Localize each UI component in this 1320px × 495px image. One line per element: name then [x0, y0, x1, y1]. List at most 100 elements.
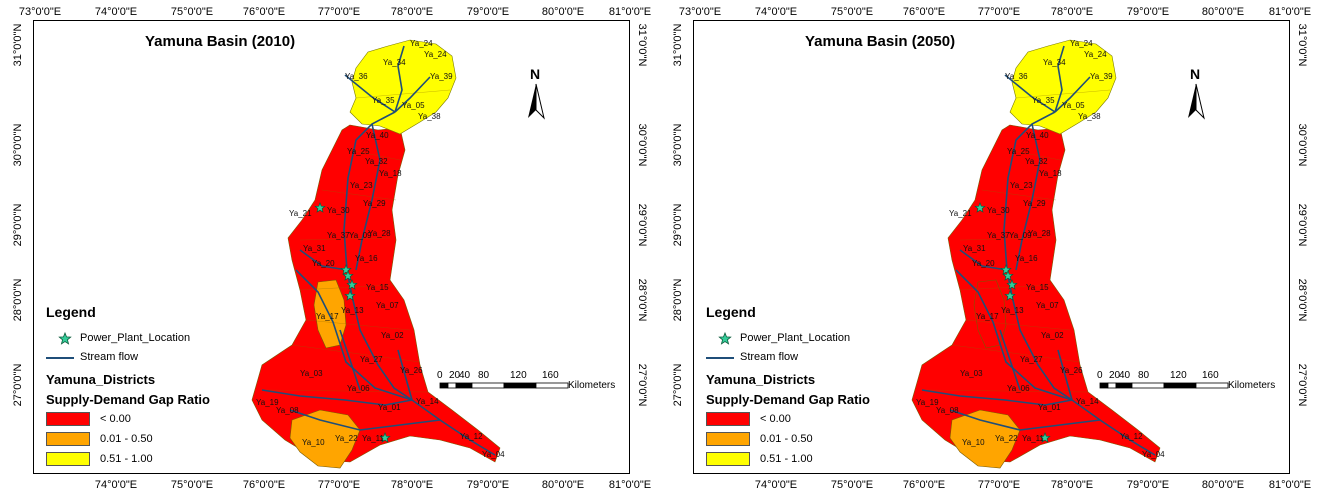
district-label: Ya_39	[1090, 72, 1113, 81]
legend-power-plant-label: Power_Plant_Location	[740, 332, 851, 344]
district-label: Ya_22	[335, 434, 358, 443]
district-label: Ya_14	[1076, 397, 1099, 406]
lat-tick-left: 31°0'0"N	[672, 23, 684, 67]
district-label: Ya_29	[1023, 199, 1046, 208]
legend-swatch	[46, 432, 90, 446]
stream-line	[394, 45, 405, 113]
district-label: Ya_20	[312, 259, 335, 268]
district-boundary	[291, 344, 421, 363]
lat-tick-right: 30°0'0"N	[636, 123, 648, 167]
stream-line	[1004, 74, 1056, 113]
district-label: Ya_05	[1062, 101, 1085, 110]
district-label: Ya_37	[987, 231, 1010, 240]
district-label: Ya_28	[368, 229, 391, 238]
legend-swatch	[46, 412, 90, 426]
district-label: Ya_25	[347, 147, 370, 156]
district-boundary	[965, 319, 1071, 331]
stream-line	[397, 349, 413, 401]
district-label: Ya_30	[327, 206, 350, 215]
power-plant-marker	[1000, 264, 1012, 275]
district-label: Ya_29	[363, 199, 386, 208]
district-label: Ya_26	[400, 366, 423, 375]
district-label: Ya_24	[1070, 39, 1093, 48]
stream-line	[344, 74, 396, 113]
stream-line	[1015, 123, 1041, 271]
legend-swatch	[706, 452, 750, 466]
lon-tick-bottom: 80°0'0"E	[541, 479, 585, 491]
legend-class-label: 0.51 - 1.00	[100, 453, 153, 465]
district-label: Ya_25	[1007, 147, 1030, 156]
stream-line	[295, 269, 413, 401]
district-label: Ya_16	[1015, 254, 1038, 263]
district-label: Ya_24	[424, 50, 447, 59]
district-label: Ya_03	[300, 369, 323, 378]
lon-tick-top: 79°0'0"E	[466, 6, 510, 18]
power-plant-marker	[344, 290, 356, 301]
lat-tick-left: 27°0'0"N	[672, 363, 684, 407]
lon-tick-top: 78°0'0"E	[390, 6, 434, 18]
lon-tick-top: 81°0'0"E	[608, 6, 652, 18]
scale-tick-label: 20	[449, 370, 461, 381]
stream-legend-line	[46, 357, 74, 359]
legend-swatch	[706, 412, 750, 426]
lon-tick-bottom: 81°0'0"E	[1268, 479, 1312, 491]
district-label: Ya_13	[1001, 306, 1024, 315]
lat-tick-left: 29°0'0"N	[672, 203, 684, 247]
district-label: Ya_35	[372, 96, 395, 105]
stream-line	[999, 329, 1021, 391]
district-label: Ya_02	[1041, 331, 1064, 340]
lat-tick-right: 31°0'0"N	[1296, 23, 1308, 67]
scale-tick-label: 20	[1109, 370, 1121, 381]
stream-line	[921, 389, 1073, 406]
power-plant-marker	[1004, 290, 1016, 301]
district-label: Ya_01	[378, 403, 401, 412]
map-panel-2050: 73°0'0"E 74°0'0"E 75°0'0"E 76°0'0"E 77°0'0"E…	[660, 0, 1320, 495]
legend-heading: Legend	[46, 304, 96, 320]
lat-tick-right: 31°0'0"N	[636, 23, 648, 67]
basin-map	[911, 39, 1229, 469]
lat-tick-right: 28°0'0"N	[636, 278, 648, 322]
stream-legend-line	[706, 357, 734, 359]
legend-class-label: < 0.00	[100, 413, 131, 425]
lon-tick-top: 74°0'0"E	[94, 6, 138, 18]
district-label: Ya_34	[1043, 58, 1066, 67]
lon-tick-bottom: 76°0'0"E	[902, 479, 946, 491]
lat-tick-right: 30°0'0"N	[1296, 123, 1308, 167]
region-lower-basin	[251, 124, 501, 463]
legend-districts-heading: Yamuna_Districts	[46, 372, 156, 387]
district-label: Ya_38	[418, 112, 441, 121]
district-label: Ya_39	[430, 72, 453, 81]
district-label: Ya_30	[987, 206, 1010, 215]
lon-tick-bottom: 77°0'0"E	[977, 479, 1021, 491]
lon-tick-top: 77°0'0"E	[317, 6, 361, 18]
stream-line	[343, 111, 496, 456]
scale-tick-label: 40	[459, 370, 471, 381]
stream-line	[959, 249, 1008, 271]
power-plant-marker	[1039, 432, 1051, 443]
district-label: Ya_26	[1060, 366, 1083, 375]
lat-tick-left: 30°0'0"N	[12, 123, 24, 167]
power-plant-marker	[340, 264, 352, 275]
scale-tick-label: 80	[478, 370, 490, 381]
lon-tick-top: 79°0'0"E	[1126, 6, 1170, 18]
lon-tick-bottom: 75°0'0"E	[830, 479, 874, 491]
district-label: Ya_21	[289, 209, 312, 218]
power-plant-marker	[1002, 270, 1014, 281]
district-label: Ya_27	[360, 355, 383, 364]
district-label: Ya_36	[345, 72, 368, 81]
legend-stream-label: Stream flow	[80, 351, 139, 363]
district-label: Ya_17	[976, 312, 999, 321]
power-plant-marker	[974, 202, 986, 213]
district-label: Ya_15	[1026, 283, 1049, 292]
lon-tick-top: 80°0'0"E	[541, 6, 585, 18]
lon-tick-top: 76°0'0"E	[242, 6, 286, 18]
lon-tick-top: 73°0'0"E	[678, 6, 722, 18]
lon-tick-bottom: 74°0'0"E	[94, 479, 138, 491]
district-label: Ya_36	[1005, 72, 1028, 81]
lon-tick-top: 78°0'0"E	[1050, 6, 1094, 18]
district-label: Ya_18	[1039, 169, 1062, 178]
district-label: Ya_12	[460, 432, 483, 441]
lon-tick-top: 77°0'0"E	[977, 6, 1021, 18]
lat-tick-left: 29°0'0"N	[12, 203, 24, 247]
lat-tick-right: 29°0'0"N	[1296, 203, 1308, 247]
